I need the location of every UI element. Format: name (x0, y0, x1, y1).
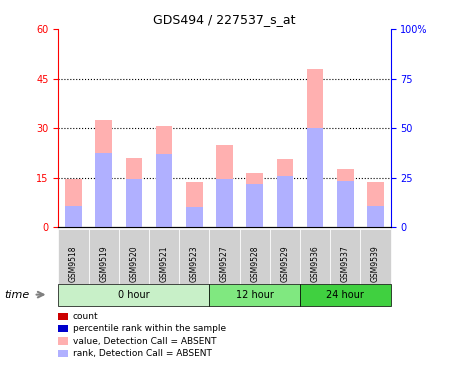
Bar (307, 69, 323, 227)
Bar (156, 154, 172, 227)
Text: GSM9537: GSM9537 (341, 245, 350, 282)
Bar (337, 181, 354, 227)
Bar (337, 169, 354, 227)
Bar (156, 126, 172, 227)
Text: count: count (73, 312, 98, 321)
Text: GDS494 / 227537_s_at: GDS494 / 227537_s_at (153, 13, 296, 26)
Text: GSM9519: GSM9519 (99, 245, 108, 282)
Text: GSM9528: GSM9528 (250, 245, 259, 282)
Text: GSM9539: GSM9539 (371, 245, 380, 282)
Bar (247, 184, 263, 227)
Text: GSM9520: GSM9520 (129, 245, 138, 282)
Bar (65, 179, 82, 227)
Text: 0 hour: 0 hour (118, 290, 150, 300)
Text: 24 hour: 24 hour (326, 290, 364, 300)
Bar (186, 207, 202, 227)
Bar (367, 182, 384, 227)
Bar (247, 172, 263, 227)
Text: value, Detection Call = ABSENT: value, Detection Call = ABSENT (73, 337, 216, 346)
Text: rank, Detection Call = ABSENT: rank, Detection Call = ABSENT (73, 349, 211, 358)
Bar (126, 158, 142, 227)
Bar (216, 179, 233, 227)
Bar (95, 120, 112, 227)
Text: percentile rank within the sample: percentile rank within the sample (73, 324, 226, 333)
Bar (65, 205, 82, 227)
Text: GSM9521: GSM9521 (159, 245, 168, 282)
Text: 12 hour: 12 hour (236, 290, 273, 300)
Bar (307, 128, 323, 227)
Text: GSM9523: GSM9523 (190, 245, 199, 282)
Bar (186, 182, 202, 227)
Bar (277, 159, 293, 227)
Bar (216, 145, 233, 227)
Text: GSM9518: GSM9518 (69, 245, 78, 282)
Text: GSM9527: GSM9527 (220, 245, 229, 282)
Bar (277, 176, 293, 227)
Text: GSM9536: GSM9536 (311, 245, 320, 282)
Bar (95, 153, 112, 227)
Text: GSM9529: GSM9529 (281, 245, 290, 282)
Bar (126, 179, 142, 227)
Text: time: time (4, 290, 30, 300)
Bar (367, 205, 384, 227)
